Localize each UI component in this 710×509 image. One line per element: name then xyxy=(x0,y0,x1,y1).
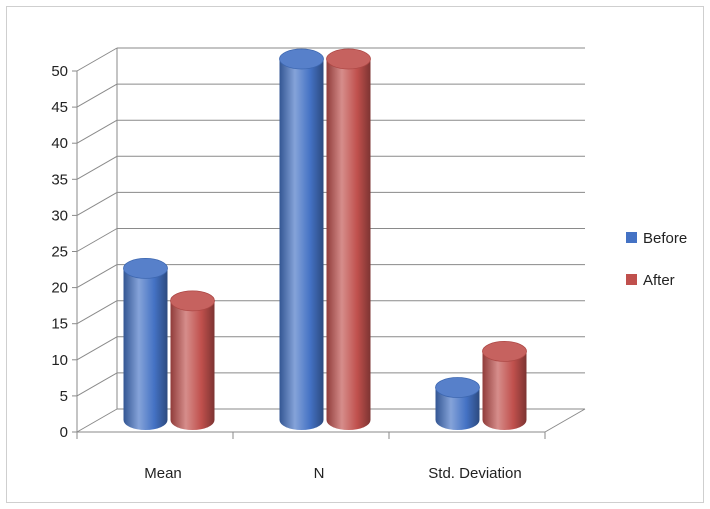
bar-before-mean xyxy=(123,257,168,430)
bar-after-std-deviation xyxy=(482,341,527,430)
y-tick-label: 30 xyxy=(51,207,68,224)
y-tick-label: 35 xyxy=(51,171,68,188)
y-tick-label: 45 xyxy=(51,99,68,116)
floor-right-edge xyxy=(544,408,586,433)
bar-after-n xyxy=(326,48,371,430)
y-tick-label: 10 xyxy=(51,352,68,369)
gridline-wall-40 xyxy=(76,119,118,144)
gridline-wall-25 xyxy=(76,228,118,252)
bar-before-n xyxy=(279,48,324,430)
y-tick-label: 5 xyxy=(60,388,68,405)
legend-swatch-before xyxy=(626,232,637,243)
bars xyxy=(123,48,527,430)
gridline-wall-5 xyxy=(76,372,118,397)
bar-before-std-deviation xyxy=(435,377,480,430)
gridline-wall-10 xyxy=(76,336,118,361)
gridline-wall-0 xyxy=(76,408,118,433)
chart-frame: 0 5 10 15 20 25 30 35 40 45 50 Mean N Std. Deviation… xyxy=(6,6,704,503)
bar-chart: 0 5 10 15 20 25 30 35 40 45 50 Mean N Std. Deviation… xyxy=(51,47,687,482)
legend-label-before: Before xyxy=(643,230,687,247)
y-tick-label: 0 xyxy=(60,424,68,441)
legend-label-after: After xyxy=(643,272,675,289)
bar-after-mean xyxy=(170,290,215,430)
y-tick-label: 50 xyxy=(51,63,68,80)
gridline-wall-20 xyxy=(76,264,118,289)
y-tick-label: 25 xyxy=(51,244,68,261)
x-category-label: Mean xyxy=(144,465,182,482)
y-tick-label: 40 xyxy=(51,135,68,152)
x-category-label: N xyxy=(314,465,325,482)
y-tick-label: 20 xyxy=(51,280,68,297)
gridline-wall-50 xyxy=(76,47,118,72)
category-labels: Mean N Std. Deviation xyxy=(144,465,521,482)
legend: Before After xyxy=(626,230,687,289)
gridline-wall-45 xyxy=(76,83,118,108)
y-tick-label: 15 xyxy=(51,316,68,333)
gridline-wall-15 xyxy=(76,300,118,325)
axes xyxy=(72,48,586,439)
gridline-wall-30 xyxy=(76,191,118,216)
gridline-wall-35 xyxy=(76,155,118,180)
x-category-label: Std. Deviation xyxy=(428,465,521,482)
y-tick-labels: 0 5 10 15 20 25 30 35 40 45 50 xyxy=(51,63,68,441)
legend-swatch-after xyxy=(626,274,637,285)
